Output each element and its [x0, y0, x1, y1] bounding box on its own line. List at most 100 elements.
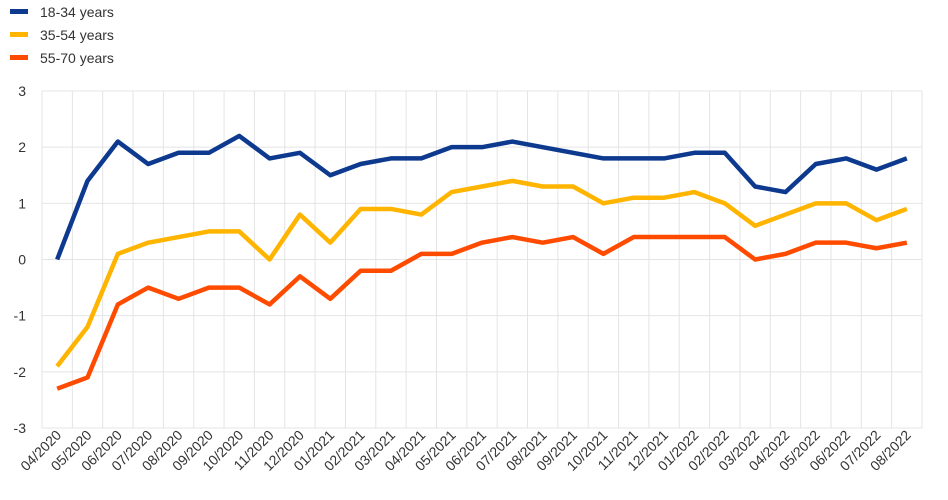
legend-label-18-34: 18-34 years [40, 3, 114, 20]
legend-swatch-55-70 [10, 55, 28, 60]
data-point [601, 156, 605, 160]
data-point [480, 241, 484, 245]
chart-legend: 18-34 years 35-54 years 55-70 years [10, 0, 114, 69]
y-tick-label: -3 [14, 420, 27, 436]
chart-grid [41, 90, 923, 429]
data-point [783, 190, 787, 194]
data-point [905, 241, 909, 245]
data-point [177, 235, 181, 239]
data-point [55, 258, 59, 262]
y-tick-label: 0 [18, 252, 26, 268]
data-point [237, 134, 241, 138]
data-point [450, 252, 454, 256]
data-point [723, 235, 727, 239]
data-point [55, 387, 59, 391]
data-point [510, 235, 514, 239]
data-point [571, 151, 575, 155]
data-point [510, 140, 514, 144]
data-point [177, 297, 181, 301]
data-point [662, 196, 666, 200]
data-point [632, 235, 636, 239]
data-point [541, 184, 545, 188]
data-point [268, 258, 272, 262]
data-point [116, 302, 120, 306]
data-point [783, 252, 787, 256]
data-point [571, 184, 575, 188]
data-point [450, 145, 454, 149]
data-point [146, 241, 150, 245]
data-point [753, 184, 757, 188]
data-point [753, 258, 757, 262]
data-point [480, 145, 484, 149]
data-point [753, 224, 757, 228]
data-point [662, 235, 666, 239]
data-point [55, 364, 59, 368]
data-point [480, 184, 484, 188]
data-point [207, 229, 211, 233]
data-point [359, 269, 363, 273]
data-point [692, 235, 696, 239]
data-point [874, 218, 878, 222]
data-point [662, 156, 666, 160]
data-point [692, 151, 696, 155]
data-point [389, 207, 393, 211]
data-point [632, 196, 636, 200]
data-point [116, 252, 120, 256]
data-point [86, 375, 90, 379]
data-point [328, 297, 332, 301]
data-point [874, 168, 878, 172]
data-point [541, 241, 545, 245]
data-point [328, 241, 332, 245]
data-point [510, 179, 514, 183]
series-line-55-70-years [56, 234, 908, 391]
data-point [723, 151, 727, 155]
data-point [723, 201, 727, 205]
data-point [359, 207, 363, 211]
y-tick-label: 1 [18, 195, 26, 211]
data-point [268, 156, 272, 160]
data-point [207, 286, 211, 290]
data-point [450, 190, 454, 194]
data-point [844, 241, 848, 245]
series-line-35-54-years [55, 178, 908, 368]
data-point [814, 241, 818, 245]
data-point [146, 162, 150, 166]
x-axis-ticks: 04/202005/202006/202007/202008/202009/20… [17, 427, 914, 474]
data-point [874, 246, 878, 250]
y-tick-label: 3 [18, 83, 26, 99]
data-point [86, 179, 90, 183]
y-tick-label: -1 [14, 308, 27, 324]
y-axis-ticks: -3 -2 -1 0 1 2 3 [14, 83, 27, 436]
data-point [632, 156, 636, 160]
y-tick-label: 2 [18, 139, 26, 155]
data-point [844, 156, 848, 160]
data-point [601, 252, 605, 256]
data-point [419, 252, 423, 256]
data-point [237, 286, 241, 290]
data-point [237, 229, 241, 233]
data-point [298, 274, 302, 278]
legend-swatch-18-34 [10, 9, 28, 14]
data-point [298, 151, 302, 155]
legend-item-35-54: 35-54 years [10, 23, 114, 46]
data-point [389, 269, 393, 273]
legend-item-55-70: 55-70 years [10, 46, 114, 69]
data-point [419, 156, 423, 160]
data-point [905, 207, 909, 211]
data-point [389, 156, 393, 160]
legend-swatch-35-54 [10, 32, 28, 37]
data-point [298, 213, 302, 217]
data-point [146, 286, 150, 290]
data-point [844, 201, 848, 205]
data-point [177, 151, 181, 155]
legend-label-55-70: 55-70 years [40, 49, 114, 66]
data-point [783, 213, 787, 217]
data-point [207, 151, 211, 155]
data-point [328, 173, 332, 177]
data-point [905, 156, 909, 160]
data-point [814, 201, 818, 205]
data-point [419, 213, 423, 217]
data-point [116, 140, 120, 144]
data-point [601, 201, 605, 205]
